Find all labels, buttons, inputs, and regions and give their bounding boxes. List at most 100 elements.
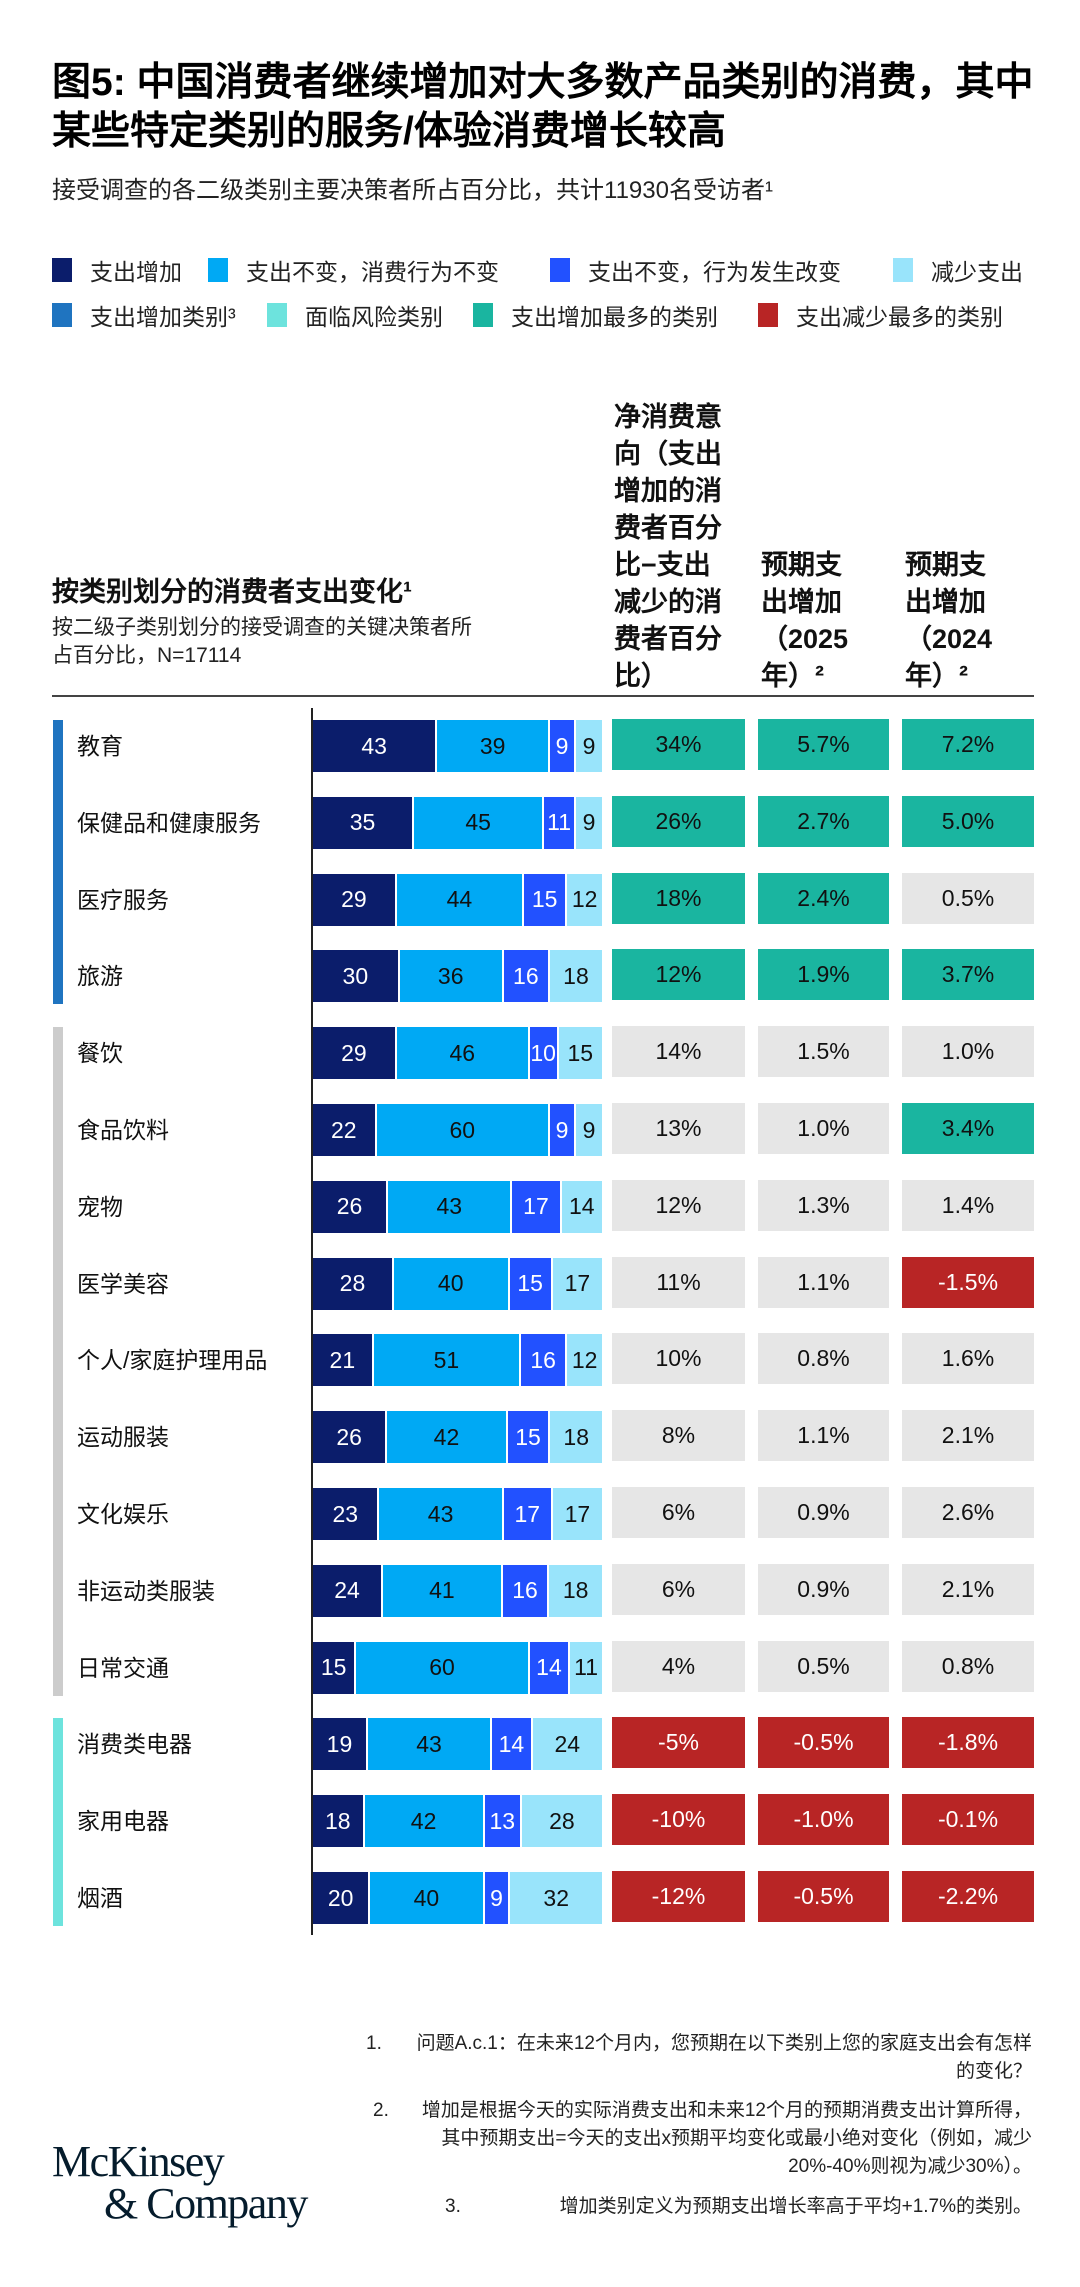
- legend-swatch: [267, 303, 287, 327]
- bar-segment: 20: [313, 1872, 371, 1924]
- legend-label: 支出不变，消费行为不变: [246, 259, 499, 285]
- stacked-bar: 15 60 14 11: [313, 1641, 602, 1694]
- value-cell-exp2025: -0.5%: [758, 1871, 889, 1922]
- row-label: 日常交通: [77, 1654, 169, 1681]
- bar-segment: 60: [356, 1641, 530, 1694]
- stacked-bar: 19 43 14 24: [313, 1718, 602, 1771]
- bar-segment: 9: [575, 1104, 602, 1156]
- bar-segment: 22: [313, 1104, 377, 1156]
- bar-segment: 29: [313, 873, 397, 926]
- bar-segment: 43: [379, 1488, 504, 1540]
- legend-label: 支出增加最多的类别: [511, 304, 718, 330]
- value-cell-net: 14%: [612, 1026, 745, 1078]
- stacked-bar: 24 41 16 18: [313, 1564, 602, 1617]
- row-label: 个人/家庭护理用品: [77, 1347, 268, 1374]
- bar-segment: 9: [549, 720, 576, 772]
- value-cell-exp2024: 2.1%: [902, 1563, 1034, 1615]
- bar-segment: 12: [567, 1334, 602, 1387]
- column-header-2024: 预期支 出增加 （2024 年）²: [905, 550, 993, 691]
- legend-swatch: [52, 258, 72, 282]
- row-label: 烟酒: [77, 1885, 123, 1911]
- value-cell-exp2025: 1.1%: [758, 1256, 889, 1308]
- value-cell-exp2025: -1.0%: [758, 1794, 889, 1846]
- chart-subtitle: 接受调查的各二级类别主要决策者所占百分比，共计11930名受访者¹: [52, 177, 773, 204]
- legend-label: 减少支出: [931, 259, 1023, 285]
- left-header-title: 按类别划分的消费者支出变化¹: [52, 577, 412, 607]
- value-cell-exp2024: 3.4%: [902, 1103, 1034, 1154]
- bar-segment: 15: [509, 1257, 553, 1310]
- legend-item: 支出不变，消费行为不变: [208, 253, 499, 287]
- group-strip: [53, 1718, 63, 1926]
- bar-segment: 15: [507, 1411, 551, 1464]
- legend-swatch: [52, 303, 72, 327]
- bar-segment: 23: [313, 1488, 380, 1540]
- value-cell-net: -10%: [612, 1794, 745, 1846]
- value-cell-exp2024: 0.5%: [902, 872, 1034, 924]
- footnote: 1. 问题A.c.1：在未来12个月内，您预期在以下类别上您的家庭支出会有怎样的变…: [366, 2030, 1032, 2086]
- bar-segment: 18: [313, 1795, 365, 1848]
- bar-segment: 15: [523, 873, 568, 926]
- bar-segment: 16: [521, 1334, 568, 1387]
- value-cell-exp2024: 1.4%: [902, 1179, 1034, 1231]
- row-label: 医学美容: [77, 1270, 169, 1297]
- value-cell-net: 6%: [612, 1487, 745, 1538]
- bar-segment: 26: [313, 1180, 389, 1233]
- value-cell-exp2024: 0.8%: [902, 1640, 1034, 1692]
- value-cell-exp2024: 2.1%: [902, 1410, 1034, 1462]
- footnote-text: 问题A.c.1：在未来12个月内，您预期在以下类别上您的家庭支出会有怎样的变化？: [416, 2033, 1032, 2082]
- bar-segment: 10: [529, 1027, 559, 1080]
- value-cell-exp2025: 0.8%: [758, 1333, 889, 1385]
- bar-segment: 9: [575, 720, 602, 772]
- value-cell-exp2025: 5.7%: [758, 719, 889, 770]
- bar-segment: 60: [376, 1104, 550, 1156]
- bar-segment: 28: [521, 1795, 602, 1848]
- row-label: 教育: [77, 733, 123, 759]
- bar-segment: 12: [567, 873, 602, 926]
- bar-segment: 42: [387, 1411, 508, 1464]
- value-cell-exp2025: 1.9%: [758, 949, 889, 1001]
- value-cell-net: 34%: [612, 719, 745, 770]
- bar-axis-line: [311, 708, 313, 1935]
- value-cell-exp2025: 1.1%: [758, 1410, 889, 1462]
- bar-segment: 16: [503, 950, 550, 1003]
- bar-segment: 46: [396, 1027, 530, 1080]
- value-cell-exp2025: 1.3%: [758, 1179, 889, 1231]
- legend-swatch: [550, 258, 570, 282]
- bar-segment: 39: [437, 720, 550, 772]
- legend-item: 支出增加最多的类别: [473, 298, 718, 332]
- bar-segment: 14: [492, 1718, 533, 1771]
- group-strip: [53, 720, 63, 1005]
- value-cell-exp2024: 2.6%: [902, 1487, 1034, 1538]
- stacked-bar: 28 40 15 17: [313, 1257, 602, 1310]
- legend-item: 支出增加类别³: [52, 298, 236, 332]
- bar-segment: 9: [575, 796, 602, 849]
- bar-segment: 40: [370, 1872, 485, 1924]
- bar-segment: 14: [561, 1180, 602, 1233]
- logo-line2: & Company: [104, 2179, 308, 2228]
- value-cell-exp2025: 1.5%: [758, 1026, 889, 1078]
- group-strip: [53, 1027, 63, 1696]
- column-header-2025: 预期支 出增加 （2025 年）²: [761, 550, 849, 691]
- stacked-bar: 35 45 11 9: [313, 796, 602, 849]
- bar-segment: 11: [544, 796, 576, 849]
- value-cell-net: 4%: [612, 1640, 745, 1692]
- bar-segment: 17: [512, 1180, 562, 1233]
- value-cell-exp2025: 2.7%: [758, 795, 889, 847]
- column-header-net: 净消费意 向（支出 增加的消 费者百分 比−支出 减少的消 费者百分 比）: [614, 402, 722, 691]
- bar-segment: 17: [552, 1488, 602, 1540]
- bar-segment: 18: [549, 1564, 602, 1617]
- row-label: 家用电器: [77, 1808, 169, 1835]
- bar-segment: 40: [393, 1257, 510, 1310]
- row-label: 旅游: [77, 963, 123, 990]
- stacked-bar: 26 42 15 18: [313, 1411, 602, 1464]
- bar-segment: 51: [373, 1334, 522, 1387]
- value-cell-exp2024: 7.2%: [902, 719, 1034, 770]
- logo-line1: McKinsey: [52, 2137, 225, 2186]
- value-cell-exp2024: -0.1%: [902, 1794, 1034, 1846]
- stacked-bar: 18 42 13 28: [313, 1795, 602, 1848]
- legend-item: 支出减少最多的类别: [758, 298, 1003, 332]
- bar-segment: 21: [313, 1334, 374, 1387]
- bar-segment: 44: [396, 873, 524, 926]
- stacked-bar: 30 36 16 18: [313, 950, 602, 1003]
- value-cell-net: 11%: [612, 1256, 745, 1308]
